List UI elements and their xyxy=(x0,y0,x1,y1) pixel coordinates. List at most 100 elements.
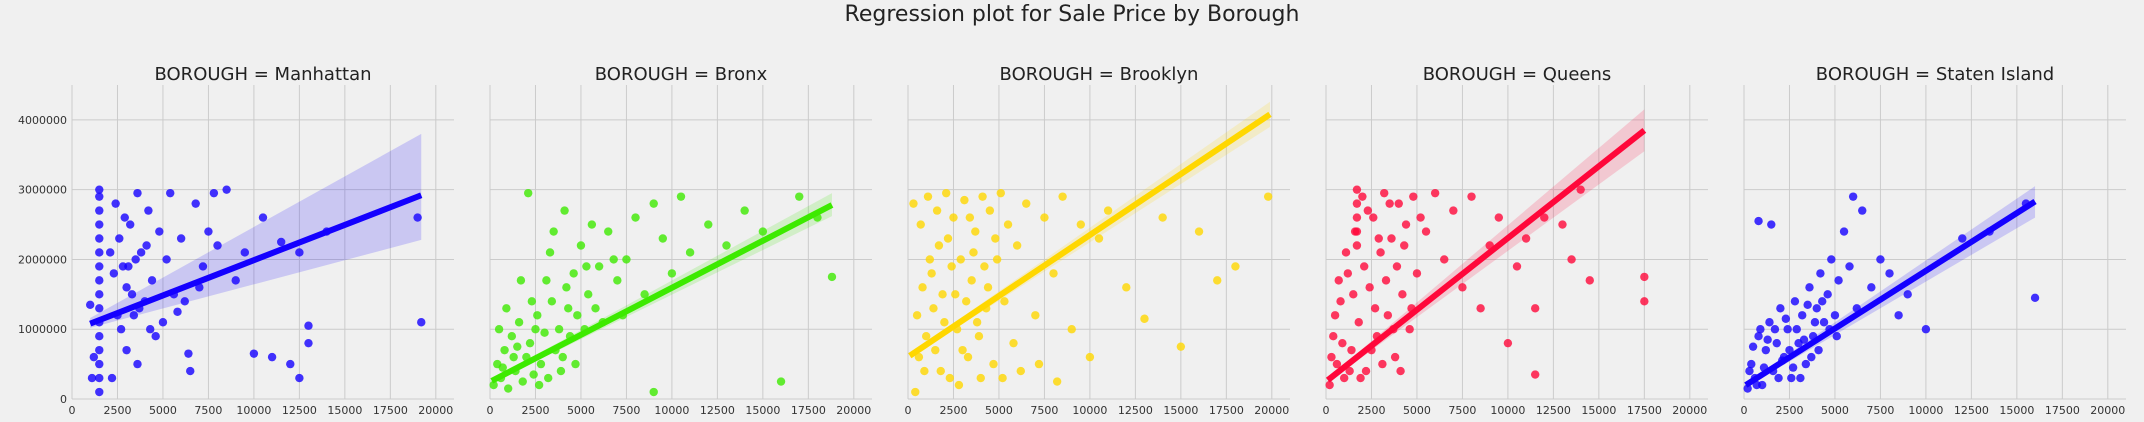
data-point xyxy=(1756,325,1765,334)
data-point xyxy=(1365,283,1374,292)
data-point xyxy=(562,283,571,292)
data-point xyxy=(936,366,945,376)
data-point xyxy=(509,352,518,362)
data-point xyxy=(547,297,557,306)
data-point xyxy=(209,188,219,198)
data-point xyxy=(107,373,117,383)
data-point xyxy=(1754,332,1763,341)
data-point xyxy=(956,255,965,264)
data-point xyxy=(1921,325,1931,334)
data-point xyxy=(120,213,129,222)
data-point xyxy=(1398,290,1407,299)
data-point xyxy=(111,199,120,208)
x-tick-label: 20000 xyxy=(2090,404,2125,417)
data-point xyxy=(531,325,540,334)
data-point xyxy=(1000,297,1009,306)
data-point xyxy=(1885,269,1894,278)
data-point xyxy=(1412,269,1422,278)
data-point xyxy=(976,373,985,383)
data-point xyxy=(1381,276,1391,285)
data-point xyxy=(1801,359,1811,369)
data-point xyxy=(921,332,931,341)
x-tick-label: 20000 xyxy=(1672,404,1707,417)
data-point xyxy=(1076,220,1086,229)
data-point xyxy=(191,199,200,208)
data-point xyxy=(1467,192,1476,201)
data-point xyxy=(1349,290,1358,299)
data-point xyxy=(146,325,155,334)
data-point xyxy=(1827,255,1836,264)
data-point xyxy=(162,255,171,264)
data-point xyxy=(1540,213,1549,222)
data-point xyxy=(927,269,936,278)
data-point xyxy=(1383,311,1393,320)
data-point xyxy=(1792,325,1801,334)
data-point xyxy=(198,262,208,271)
data-point xyxy=(1430,188,1440,198)
x-tick-label: 7500 xyxy=(612,404,640,417)
x-tick-label: 17500 xyxy=(373,404,408,417)
x-tick-label: 15000 xyxy=(745,404,780,417)
data-point xyxy=(1332,359,1342,369)
data-point xyxy=(576,241,586,250)
data-point xyxy=(131,255,140,264)
data-point xyxy=(536,359,546,369)
data-point xyxy=(1330,311,1340,320)
data-point xyxy=(1814,345,1823,355)
data-point xyxy=(1787,373,1796,383)
data-point xyxy=(295,373,304,383)
x-tick-label: 2500 xyxy=(1775,404,1803,417)
data-point xyxy=(1376,248,1385,257)
data-point xyxy=(95,290,104,299)
data-point xyxy=(95,359,104,369)
data-point xyxy=(1400,241,1409,250)
x-tick-label: 12500 xyxy=(700,404,735,417)
data-point xyxy=(1818,297,1827,306)
data-point xyxy=(1016,366,1025,376)
x-tick-label: 12500 xyxy=(1118,404,1153,417)
data-point xyxy=(1374,234,1383,243)
data-point xyxy=(151,332,160,341)
data-point xyxy=(95,276,104,285)
data-point xyxy=(932,206,942,215)
data-point xyxy=(1812,304,1821,313)
data-point xyxy=(1530,370,1540,379)
data-point xyxy=(591,304,600,313)
data-point xyxy=(949,213,958,222)
panel-title: BOROUGH = Staten Island xyxy=(1816,64,2054,85)
data-point xyxy=(513,342,522,351)
data-point xyxy=(1774,373,1783,383)
data-point xyxy=(934,241,944,250)
data-point xyxy=(1903,290,1912,299)
x-tick-label: 10000 xyxy=(654,404,689,417)
data-point xyxy=(1640,297,1649,306)
data-point xyxy=(549,227,558,236)
data-point xyxy=(1848,192,1858,201)
data-point xyxy=(985,206,995,215)
data-point xyxy=(1754,216,1763,226)
data-point xyxy=(231,276,240,285)
x-tick-label: 15000 xyxy=(1999,404,2034,417)
data-point xyxy=(1845,262,1854,271)
data-point xyxy=(658,234,668,243)
data-point xyxy=(1034,359,1044,369)
data-point xyxy=(109,269,119,278)
x-tick-label: 0 xyxy=(1741,404,1748,417)
y-tick-label: 3000000 xyxy=(18,184,67,197)
data-point xyxy=(1958,234,1967,243)
data-point xyxy=(974,332,984,341)
data-point xyxy=(1767,220,1776,229)
data-point xyxy=(991,234,1000,243)
data-point xyxy=(122,283,131,292)
x-tick-label: 5000 xyxy=(149,404,177,417)
x-tick-label: 17500 xyxy=(791,404,826,417)
data-point xyxy=(1040,213,1049,222)
data-point xyxy=(940,318,949,327)
data-point xyxy=(1354,318,1363,327)
panel-title: BOROUGH = Manhattan xyxy=(154,64,371,85)
data-point xyxy=(958,345,967,355)
x-tick-label: 12500 xyxy=(1954,404,1989,417)
data-point xyxy=(180,297,189,306)
data-point xyxy=(173,307,182,316)
data-point xyxy=(1003,220,1013,229)
